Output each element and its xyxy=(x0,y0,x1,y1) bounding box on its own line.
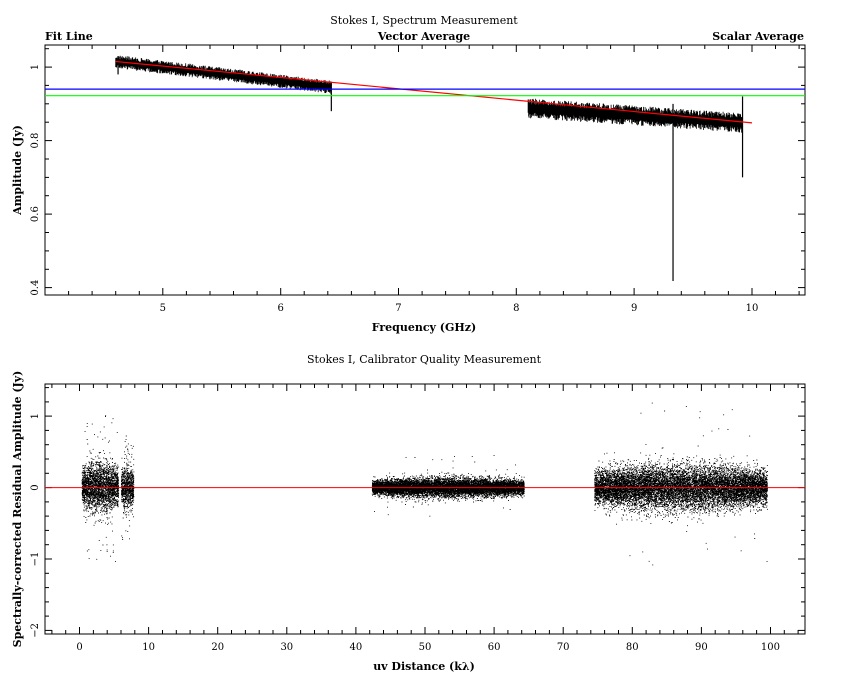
calibrator-data-layer xyxy=(81,402,768,566)
residual-scatter-cluster xyxy=(594,402,768,566)
spectrum-data-band xyxy=(527,98,743,133)
calibrator-x-axis-label: uv Distance (kλ) xyxy=(373,660,475,673)
x-tick-label: 40 xyxy=(350,642,363,653)
x-tick-label: 50 xyxy=(419,642,432,653)
spectrum-y-axis-label: Amplitude (Jy) xyxy=(11,125,24,216)
x-tick-label: 5 xyxy=(160,303,166,314)
x-tick-label: 20 xyxy=(211,642,224,653)
y-tick-label: 0.8 xyxy=(30,133,41,149)
calibrator-title: Stokes I, Calibrator Quality Measurement xyxy=(307,353,542,366)
x-tick-label: 10 xyxy=(746,303,759,314)
legend-scalar-average: Scalar Average xyxy=(712,30,804,43)
spectrum-data-layer xyxy=(115,55,744,282)
residual-scatter-cluster xyxy=(81,415,120,563)
spectrum-x-axis-label: Frequency (GHz) xyxy=(372,321,476,334)
x-tick-label: 9 xyxy=(631,303,637,314)
spectrum-data-band xyxy=(115,55,332,94)
x-tick-label: 8 xyxy=(513,303,519,314)
legend-vector-average: Vector Average xyxy=(377,30,470,43)
calibrator-y-axis-label: Spectrally-corrected Residual Amplitude … xyxy=(11,371,24,648)
spectrum-title: Stokes I, Spectrum Measurement xyxy=(330,14,518,27)
calibrator-panel: Stokes I, Calibrator Quality Measurement… xyxy=(11,353,806,673)
x-tick-label: 7 xyxy=(395,303,401,314)
legend-fit-line: Fit Line xyxy=(45,30,93,43)
x-tick-label: 100 xyxy=(761,642,780,653)
y-tick-label: −2 xyxy=(30,623,41,638)
y-tick-label: 0.6 xyxy=(30,206,41,222)
calibrator-ticks: 0 10 20 30 40 50 60 70 80 90 100 −2 −1 0 1 xyxy=(30,384,805,653)
spectrum-panel: Stokes I, Spectrum Measurement Fit Line … xyxy=(11,14,806,334)
x-tick-label: 0 xyxy=(76,642,82,653)
x-tick-label: 90 xyxy=(695,642,708,653)
x-tick-label: 6 xyxy=(277,303,283,314)
x-tick-label: 10 xyxy=(142,642,155,653)
residual-scatter-cluster xyxy=(371,454,525,517)
x-tick-label: 70 xyxy=(557,642,570,653)
spectrum-plot-frame xyxy=(44,44,806,296)
y-tick-label: 1 xyxy=(30,64,41,70)
y-tick-label: 0 xyxy=(30,484,41,490)
y-tick-label: −1 xyxy=(30,552,41,567)
x-tick-label: 60 xyxy=(488,642,501,653)
y-tick-label: 0.4 xyxy=(30,280,41,296)
fit-line-line xyxy=(115,60,753,124)
spectrum-lines-layer xyxy=(45,60,805,124)
y-tick-label: 1 xyxy=(30,413,41,419)
x-tick-label: 30 xyxy=(280,642,293,653)
x-tick-label: 80 xyxy=(626,642,639,653)
spectrum-ticks: 5 6 7 8 9 10 0.4 0.6 0.8 1 xyxy=(30,45,805,314)
